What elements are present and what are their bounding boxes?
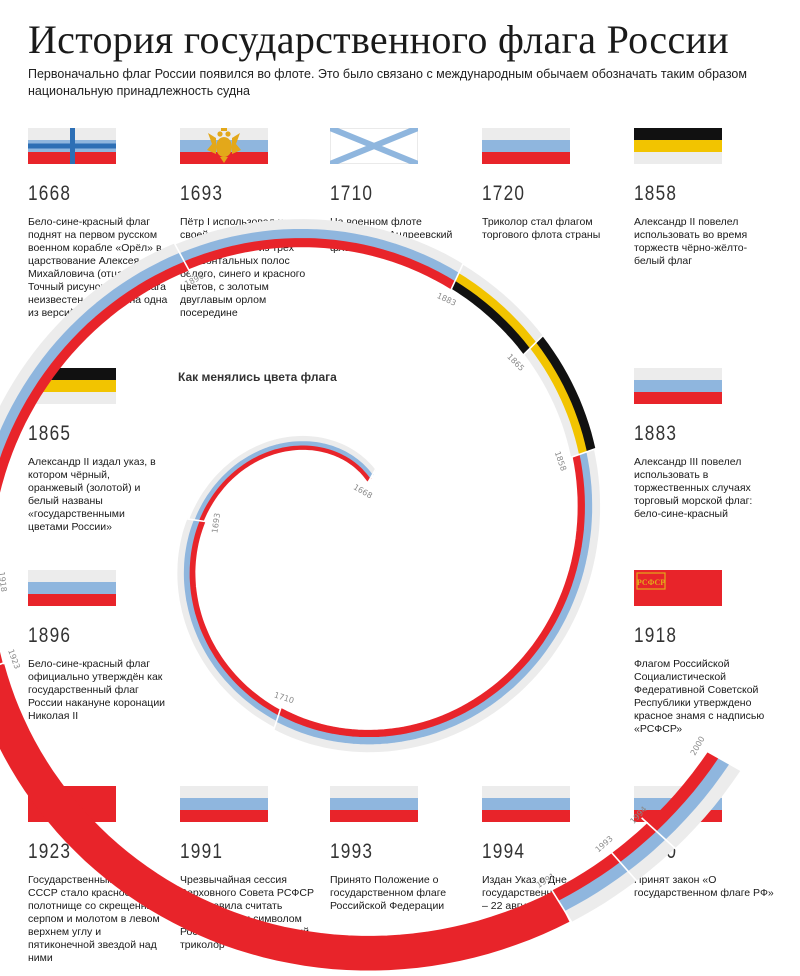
spiral-band-1668-1693-red bbox=[198, 444, 372, 522]
spiral-tick-1991 bbox=[547, 883, 573, 924]
spiral-tick-1993 bbox=[606, 846, 639, 883]
event-year: 1865 bbox=[28, 422, 72, 445]
flag-1896 bbox=[28, 570, 116, 606]
spiral-tick-label-1693: 1693 bbox=[210, 512, 222, 533]
flag-1918: РСФСР bbox=[634, 570, 722, 606]
event-year: 1883 bbox=[634, 422, 678, 445]
event-year: 1991 bbox=[180, 840, 224, 863]
spiral-tick-1710 bbox=[273, 701, 284, 730]
spiral-band-1923-1991-red bbox=[0, 664, 570, 971]
event-year: 1896 bbox=[28, 624, 72, 647]
rsfsr-inscription: РСФСР bbox=[637, 578, 665, 587]
flag-1991 bbox=[180, 786, 268, 822]
event-year: 1994 bbox=[482, 840, 526, 863]
spiral-tick-label-1993: 1993 bbox=[594, 834, 615, 854]
spiral-tick-label-1710: 1710 bbox=[273, 690, 295, 705]
spiral-band-1991-1993-white bbox=[565, 870, 637, 923]
spiral-band-1710-1858-blue bbox=[275, 452, 593, 745]
spiral-band-1993-1994-red bbox=[612, 822, 657, 863]
spiral-band-1710-1858-red bbox=[277, 454, 586, 738]
spiral-tick-label-1923: 1923 bbox=[6, 648, 22, 670]
spiral-band-1994-2000-white bbox=[665, 763, 741, 849]
flag-1994 bbox=[482, 786, 570, 822]
event-description: Александр III повелел использовать в тор… bbox=[634, 456, 753, 520]
spiral-tick-1994 bbox=[641, 817, 677, 850]
spiral-tick-label-2000: 2000 bbox=[689, 735, 707, 757]
event-description: Александр II издал указ, в котором чёрны… bbox=[28, 456, 156, 533]
event-description: Триколор стал флагом торгового флота стр… bbox=[482, 216, 601, 241]
spiral-tick-1865 bbox=[517, 334, 545, 361]
spiral-band-1994-2000-blue bbox=[656, 757, 730, 841]
spiral-caption: Как менялись цвета флага bbox=[178, 370, 337, 384]
spiral-tick-1693 bbox=[186, 518, 213, 524]
spiral-band-1858-1865-yellow bbox=[529, 342, 588, 455]
spiral-tick-1883 bbox=[447, 262, 465, 297]
spiral-band-1865-1883-black bbox=[450, 280, 531, 355]
spiral-band-1883-1896-blue bbox=[180, 228, 460, 281]
event-year: 1923 bbox=[28, 840, 72, 863]
event-year: 1993 bbox=[330, 840, 374, 863]
spiral-band-1693-1710-blue bbox=[183, 519, 279, 722]
spiral-band-1896-1918-white bbox=[0, 243, 180, 431]
spiral-band-1993-1994-white bbox=[628, 839, 675, 882]
flag-1693 bbox=[180, 128, 268, 164]
spiral-tick-1923 bbox=[0, 659, 11, 666]
spiral-band-1883-1896-red bbox=[184, 237, 456, 290]
spiral-band-1865-1883-white bbox=[458, 264, 544, 342]
spiral-band-1993-1994-blue bbox=[620, 830, 666, 872]
flag-1993 bbox=[330, 786, 418, 822]
event-description: Принято Положение о государственном флаг… bbox=[330, 874, 447, 912]
event-description: Александр II повелел использовать во вре… bbox=[634, 216, 748, 267]
spiral-band-1668-1693-blue bbox=[194, 440, 374, 522]
spiral-tick-2000 bbox=[700, 747, 743, 772]
event-year: 1693 bbox=[180, 182, 224, 205]
spiral-band-1865-1883-yellow bbox=[454, 272, 537, 348]
event-year: 1918 bbox=[634, 624, 678, 647]
event-year: 1720 bbox=[482, 182, 526, 205]
spiral-tick-label-1991: 1991 bbox=[535, 871, 557, 889]
spiral-tick-1858 bbox=[563, 447, 598, 461]
flag-1883 bbox=[634, 368, 722, 404]
spiral-band-1693-1710-white bbox=[177, 518, 278, 727]
page-title: История государственного флага России bbox=[28, 17, 729, 62]
flag-1710 bbox=[328, 125, 420, 167]
event-description: Бело-сине-красный флаг официально утверж… bbox=[28, 658, 166, 722]
spiral-band-1991-1993-blue bbox=[558, 861, 629, 912]
spiral-band-1858-1865-white bbox=[523, 348, 580, 457]
spiral-tick-label-1918: 1918 bbox=[0, 571, 8, 592]
spiral-tick-1896 bbox=[173, 242, 194, 277]
spiral-band-1858-1865-black bbox=[535, 336, 596, 452]
event-description: Принят закон «О государственном флаге РФ… bbox=[634, 874, 774, 899]
event-year: 1858 bbox=[634, 182, 678, 205]
flag-1720 bbox=[482, 128, 570, 164]
spiral-tick-label-1858: 1858 bbox=[553, 450, 568, 472]
spiral-band-1994-2000-red bbox=[647, 751, 719, 833]
event-description: Флагом Российской Социалистической Федер… bbox=[634, 658, 765, 735]
spiral-band-1693-1710-red bbox=[188, 519, 281, 716]
spiral-tick-1668 bbox=[364, 469, 377, 489]
spiral-band-1710-1858-white bbox=[273, 449, 601, 753]
spiral-band-1883-1896-white bbox=[175, 219, 464, 273]
spiral-tick-label-1668: 1668 bbox=[352, 483, 374, 501]
event-year: 1710 bbox=[330, 182, 374, 205]
spiral-band-1991-1993-red bbox=[552, 852, 620, 902]
page-subtitle: Первоначально флаг России появился во фл… bbox=[28, 67, 747, 98]
flag-1858 bbox=[634, 128, 722, 164]
spiral-band-1668-1693-white bbox=[189, 435, 377, 521]
spiral-band-1896-1918-red bbox=[0, 260, 189, 493]
spiral-band-1896-1918-blue bbox=[0, 252, 184, 458]
spiral-tick-label-1883: 1883 bbox=[435, 291, 457, 308]
event-year: 1668 bbox=[28, 182, 72, 205]
flag-1668 bbox=[28, 128, 116, 164]
spiral-tick-label-1896: 1896 bbox=[183, 271, 205, 289]
